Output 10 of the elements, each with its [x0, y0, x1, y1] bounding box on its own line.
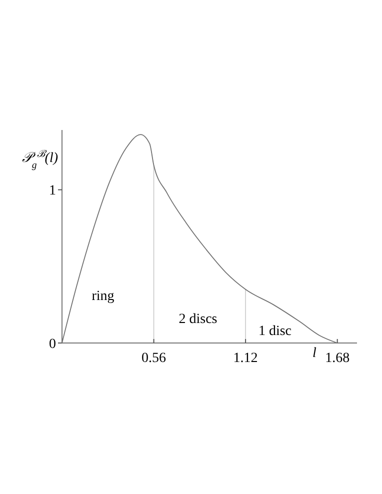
y-tick-label: 0	[49, 336, 56, 352]
x-axis-title: l	[312, 346, 317, 361]
y-tick-label: 1	[49, 184, 56, 199]
y-axis-title: 𝒫$_{g}$$^{ℬ}$(l)	[22, 148, 58, 170]
annotation: 2 discs	[178, 312, 218, 327]
annotation: 1 disc	[258, 324, 292, 339]
annotation: ring	[92, 288, 114, 304]
x-tick-label: 1.68	[325, 351, 350, 366]
x-tick-label: 1.12	[233, 351, 258, 366]
x-tick-label: 0.56	[142, 351, 166, 366]
